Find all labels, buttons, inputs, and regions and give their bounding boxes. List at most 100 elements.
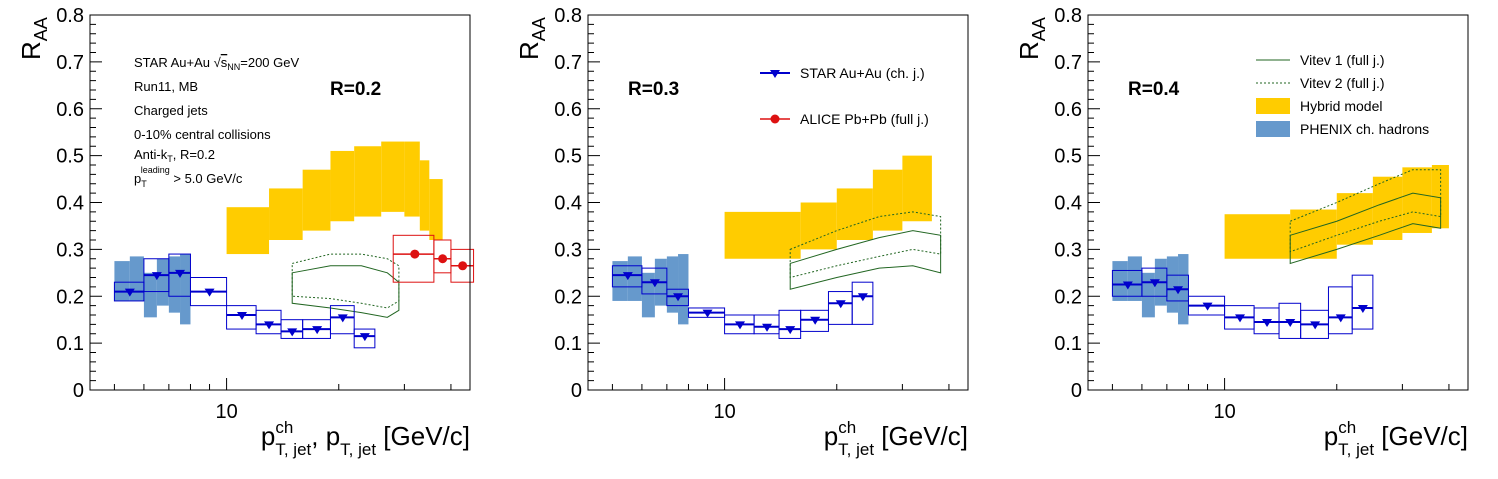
legend-star-marker bbox=[770, 70, 780, 78]
annotation-line: STAR Au+Au √sNN=200 GeV bbox=[134, 55, 299, 72]
star-sys-box bbox=[1166, 274, 1189, 302]
y-axis-label-sub: AA bbox=[31, 17, 51, 41]
y-tick-label: 0.2 bbox=[56, 286, 84, 308]
annotation-line: Charged jets bbox=[134, 103, 208, 118]
y-axis-label-main: R bbox=[1014, 41, 1044, 60]
vitev2-band bbox=[291, 253, 400, 309]
y-axis-label: RAA bbox=[1014, 17, 1049, 60]
y-tick-label: 0.8 bbox=[1054, 5, 1082, 27]
star-point bbox=[1122, 281, 1133, 290]
legend-entry: STAR Au+Au (ch. j.) bbox=[760, 65, 925, 81]
hybrid-band bbox=[429, 179, 443, 240]
y-axis-label-sub: AA bbox=[1029, 17, 1049, 41]
star-sys-box bbox=[778, 309, 802, 339]
phenix-band bbox=[627, 256, 642, 301]
legend-entry: Vitev 1 (full j.) bbox=[1256, 52, 1385, 68]
y-axis-label: RAA bbox=[16, 17, 51, 60]
star-sys-box bbox=[329, 305, 355, 335]
hybrid-band bbox=[404, 141, 420, 217]
annotation-line: Anti-kT, R=0.2 bbox=[134, 147, 215, 164]
star-point bbox=[1202, 302, 1213, 311]
y-tick-label: 0 bbox=[73, 380, 84, 402]
star-point bbox=[312, 326, 323, 335]
x-axis-label-sub: T, jet bbox=[838, 440, 874, 459]
legend-label: PHENIX ch. hadrons bbox=[1300, 121, 1429, 137]
hybrid-band bbox=[1372, 176, 1403, 240]
vitev2-band bbox=[1289, 169, 1442, 253]
annotation-text: STAR Au+Au bbox=[134, 55, 214, 70]
hybrid-band bbox=[269, 188, 303, 240]
x-axis-label-unit: [GeV/c] bbox=[874, 421, 968, 451]
x-axis-label-sub2: T, jet bbox=[340, 440, 376, 459]
star-point bbox=[673, 293, 684, 302]
annotation-text: p bbox=[134, 171, 141, 186]
legend-label: Hybrid model bbox=[1300, 98, 1382, 114]
y-tick-label: 0.1 bbox=[554, 333, 582, 355]
alice-point bbox=[458, 261, 468, 271]
panel-radius-label: R=0.2 bbox=[330, 79, 381, 100]
star-point bbox=[1235, 314, 1246, 323]
legend-label: Vitev 2 (full j.) bbox=[1300, 75, 1385, 91]
star-point bbox=[810, 316, 821, 325]
phenix-band bbox=[156, 258, 169, 306]
phenix-band bbox=[1112, 261, 1128, 301]
y-tick-label: 0.3 bbox=[56, 239, 84, 261]
y-tick-label: 0.2 bbox=[1054, 286, 1082, 308]
phenix-band bbox=[666, 256, 679, 313]
star-point bbox=[359, 333, 370, 342]
panel-radius-label: R=0.4 bbox=[1128, 79, 1180, 100]
y-tick-label: 0.6 bbox=[1054, 99, 1082, 121]
y-tick-label: 0 bbox=[1071, 380, 1082, 402]
legend-label: Vitev 1 (full j.) bbox=[1300, 52, 1385, 68]
vitev2-band bbox=[789, 211, 942, 279]
x-axis-label: pch T, jet [GeV/c] bbox=[1324, 418, 1468, 459]
annotation-text: > 5.0 GeV/c bbox=[170, 171, 243, 186]
hybrid-band bbox=[1224, 214, 1291, 259]
y-axis-label: RAA bbox=[514, 17, 549, 60]
star-point bbox=[1357, 304, 1368, 313]
hybrid-band bbox=[419, 160, 430, 231]
hybrid-band bbox=[354, 146, 382, 217]
vitev1-band bbox=[1289, 192, 1442, 265]
y-axis-label-main: R bbox=[514, 41, 544, 60]
y-tick-label: 0.7 bbox=[554, 52, 582, 74]
y-tick-label: 0 bbox=[571, 380, 582, 402]
star-point bbox=[337, 314, 348, 323]
x-tick-label: 10 bbox=[1213, 401, 1235, 423]
x-axis-label-unit: [GeV/c] bbox=[1374, 421, 1468, 451]
panel-radius-label: R=0.3 bbox=[628, 79, 679, 100]
x-axis-label-sup: ch bbox=[838, 418, 856, 437]
star-point bbox=[702, 309, 713, 318]
star-point bbox=[175, 269, 186, 278]
legend-hybrid-swatch bbox=[1256, 98, 1290, 114]
alice-sys-box bbox=[392, 234, 435, 283]
annotation-line: Run11, MB bbox=[134, 79, 198, 94]
x-axis-label-p: p bbox=[261, 421, 275, 451]
star-point bbox=[622, 272, 633, 281]
hybrid-band bbox=[302, 169, 331, 231]
star-point bbox=[264, 321, 275, 330]
star-point bbox=[835, 300, 846, 309]
star-sys-box bbox=[1327, 286, 1353, 335]
star-point bbox=[1335, 314, 1346, 323]
star-point bbox=[649, 279, 660, 288]
star-point bbox=[1173, 286, 1184, 295]
alice-point bbox=[410, 249, 420, 259]
phenix-band bbox=[114, 261, 130, 301]
y-tick-label: 0.6 bbox=[554, 99, 582, 121]
annotation-text: s bbox=[221, 55, 228, 70]
y-tick-label: 0.8 bbox=[56, 5, 84, 27]
annotation-sup: leading bbox=[141, 165, 170, 175]
legend-entry: Hybrid model bbox=[1256, 98, 1382, 114]
y-tick-label: 0.5 bbox=[1054, 146, 1082, 168]
x-axis-label-p2: , p bbox=[311, 421, 340, 451]
y-tick-label: 0.7 bbox=[56, 52, 84, 74]
phenix-band bbox=[641, 272, 655, 318]
hybrid-band bbox=[836, 188, 873, 240]
y-tick-label: 0.1 bbox=[56, 333, 84, 355]
hybrid-band bbox=[1402, 167, 1432, 233]
phenix-band bbox=[129, 256, 144, 301]
star-point bbox=[237, 312, 248, 320]
x-axis-label-sup: ch bbox=[1338, 418, 1356, 437]
